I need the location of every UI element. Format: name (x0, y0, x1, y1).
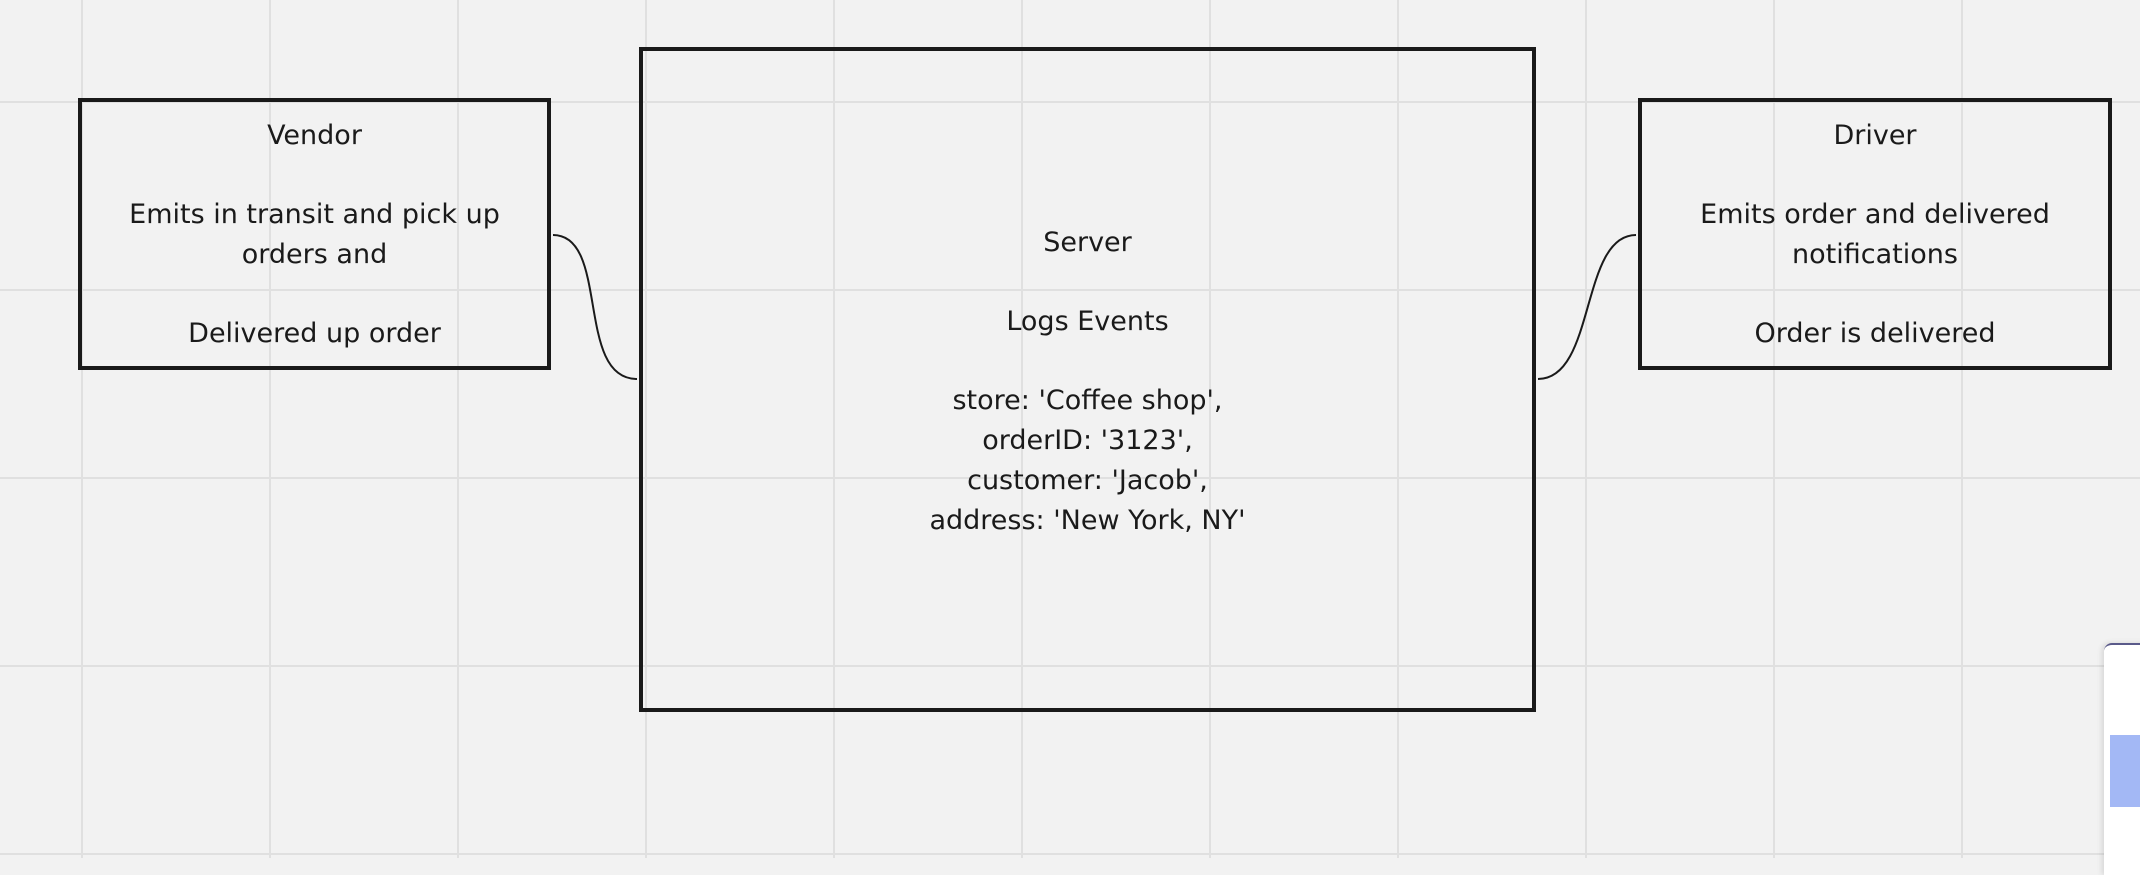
server-payload-line: address: 'New York, NY' (929, 505, 1246, 536)
driver-description-line: Emits order and delivered (1700, 199, 2050, 230)
server-title: Server (1043, 227, 1132, 258)
server-node[interactable]: Server Logs Events store: 'Coffee shop',… (639, 47, 1536, 712)
server-subtitle: Logs Events (1006, 306, 1169, 337)
vendor-description-line: orders and (241, 239, 388, 270)
driver-description-line: notifications (1792, 239, 1958, 270)
side-panel-highlight[interactable] (2110, 735, 2140, 807)
driver-description-line: Order is delivered (1754, 318, 1996, 349)
server-payload-line: customer: 'Jacob', (967, 465, 1208, 496)
vendor-node[interactable]: Vendor Emits in transit and pick up orde… (78, 98, 551, 370)
vendor-title: Vendor (267, 120, 362, 151)
server-payload-line: store: 'Coffee shop', (952, 385, 1223, 416)
server-payload-line: orderID: '3123', (982, 425, 1193, 456)
side-panel[interactable] (2104, 643, 2140, 875)
driver-title: Driver (1833, 120, 1917, 151)
vendor-description-line: Emits in transit and pick up (129, 199, 500, 230)
vendor-description-line: Delivered up order (188, 318, 441, 349)
driver-node[interactable]: Driver Emits order and delivered notific… (1638, 98, 2112, 370)
